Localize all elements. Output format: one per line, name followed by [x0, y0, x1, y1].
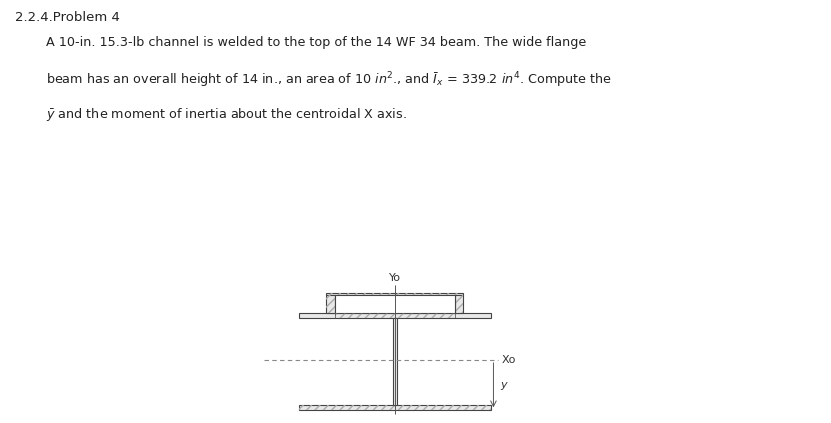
- Bar: [455, 295, 464, 313]
- Text: y: y: [500, 380, 507, 390]
- Bar: [335, 313, 455, 318]
- Bar: [326, 295, 335, 313]
- Text: Xo: Xo: [502, 355, 516, 365]
- Bar: [335, 295, 455, 313]
- Text: $\bar{y}$ and the moment of inertia about the centroidal X axis.: $\bar{y}$ and the moment of inertia abou…: [46, 106, 406, 123]
- Text: beam has an overall height of 14 in., an area of 10 $in^2$., and $\bar{I}_x$ = 3: beam has an overall height of 14 in., an…: [46, 71, 612, 91]
- Bar: [335, 313, 455, 318]
- Bar: [326, 295, 335, 313]
- Bar: [326, 293, 464, 295]
- Bar: [299, 405, 490, 410]
- Text: A 10-in. 15.3-lb channel is welded to the top of the 14 WF 34 beam. The wide fla: A 10-in. 15.3-lb channel is welded to th…: [46, 36, 586, 49]
- Bar: [455, 295, 464, 313]
- Bar: [299, 313, 490, 318]
- Text: 2.2.4.Problem 4: 2.2.4.Problem 4: [15, 11, 120, 24]
- Bar: [393, 318, 396, 405]
- Bar: [299, 405, 490, 410]
- Text: Yo: Yo: [389, 272, 401, 283]
- Bar: [326, 293, 464, 295]
